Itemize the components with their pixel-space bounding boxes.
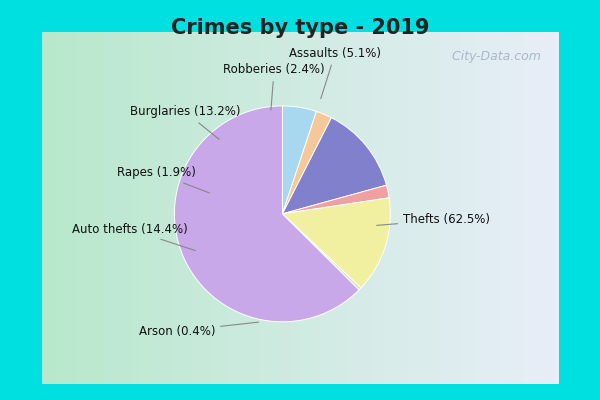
Text: City-Data.com: City-Data.com — [448, 50, 541, 63]
Text: Crimes by type - 2019: Crimes by type - 2019 — [171, 18, 429, 38]
Wedge shape — [283, 118, 386, 214]
Text: Auto thefts (14.4%): Auto thefts (14.4%) — [72, 223, 195, 250]
Wedge shape — [283, 112, 331, 214]
Wedge shape — [175, 106, 359, 322]
Text: Assaults (5.1%): Assaults (5.1%) — [289, 47, 381, 98]
Wedge shape — [283, 214, 361, 290]
Text: Thefts (62.5%): Thefts (62.5%) — [377, 213, 490, 226]
Wedge shape — [283, 185, 389, 214]
Wedge shape — [283, 106, 316, 214]
Text: Arson (0.4%): Arson (0.4%) — [139, 322, 259, 338]
Text: Burglaries (13.2%): Burglaries (13.2%) — [130, 105, 240, 139]
Text: Rapes (1.9%): Rapes (1.9%) — [118, 166, 209, 193]
Text: Robberies (2.4%): Robberies (2.4%) — [223, 63, 325, 110]
Wedge shape — [283, 198, 391, 288]
